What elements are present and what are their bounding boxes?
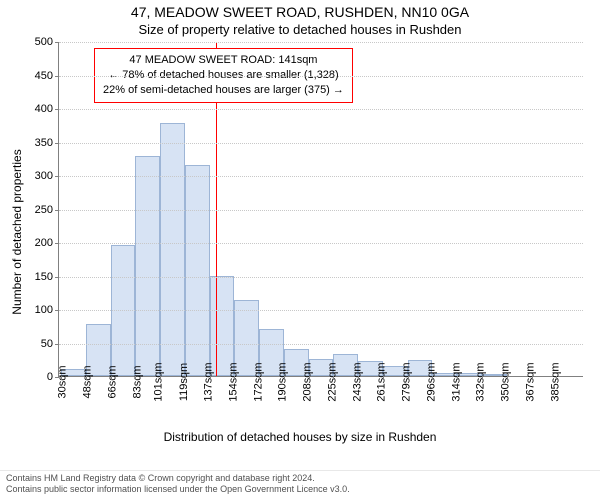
y-tick-mark bbox=[55, 277, 59, 278]
bar bbox=[160, 123, 185, 376]
x-tick-label: 350sqm bbox=[500, 362, 512, 401]
y-tick-mark bbox=[55, 377, 59, 378]
y-tick-label: 350 bbox=[35, 137, 53, 149]
x-tick-mark bbox=[234, 376, 235, 380]
x-tick-mark bbox=[457, 376, 458, 380]
x-tick-mark bbox=[358, 376, 359, 380]
x-tick-mark bbox=[86, 376, 87, 380]
y-tick-mark bbox=[55, 344, 59, 345]
x-tick-label: 101sqm bbox=[153, 362, 165, 401]
x-tick-mark bbox=[185, 376, 186, 380]
attribution-footer: Contains HM Land Registry data © Crown c… bbox=[0, 470, 600, 500]
x-tick-mark bbox=[556, 376, 557, 380]
grid-line bbox=[59, 310, 583, 311]
y-tick-label: 50 bbox=[41, 338, 53, 350]
grid-line bbox=[59, 277, 583, 278]
x-tick-mark bbox=[482, 376, 483, 380]
x-axis-label: Distribution of detached houses by size … bbox=[0, 430, 600, 444]
page-title: 47, MEADOW SWEET ROAD, RUSHDEN, NN10 0GA bbox=[0, 4, 600, 20]
x-tick-label: 296sqm bbox=[425, 362, 437, 401]
x-tick-mark bbox=[309, 376, 310, 380]
x-tick-mark bbox=[160, 376, 161, 380]
y-axis-label: Number of detached properties bbox=[10, 42, 30, 422]
grid-line bbox=[59, 176, 583, 177]
y-tick-label: 400 bbox=[35, 103, 53, 115]
x-tick-label: 137sqm bbox=[202, 362, 214, 401]
x-tick-label: 30sqm bbox=[57, 365, 69, 398]
y-tick-label: 500 bbox=[35, 36, 53, 48]
y-tick-mark bbox=[55, 42, 59, 43]
x-tick-label: 66sqm bbox=[106, 365, 118, 398]
x-tick-mark bbox=[408, 376, 409, 380]
y-tick-label: 450 bbox=[35, 70, 53, 82]
grid-line bbox=[59, 210, 583, 211]
y-tick-mark bbox=[55, 243, 59, 244]
grid-line bbox=[59, 344, 583, 345]
grid-line bbox=[59, 42, 583, 43]
x-tick-mark bbox=[111, 376, 112, 380]
x-tick-mark bbox=[532, 376, 533, 380]
y-tick-label: 0 bbox=[47, 371, 53, 383]
x-tick-mark bbox=[284, 376, 285, 380]
x-tick-mark bbox=[259, 376, 260, 380]
page-subtitle: Size of property relative to detached ho… bbox=[0, 22, 600, 37]
grid-line bbox=[59, 76, 583, 77]
x-tick-mark bbox=[210, 376, 211, 380]
x-tick-mark bbox=[383, 376, 384, 380]
y-tick-mark bbox=[55, 310, 59, 311]
x-tick-label: 385sqm bbox=[549, 362, 561, 401]
y-tick-label: 200 bbox=[35, 237, 53, 249]
x-tick-label: 332sqm bbox=[475, 362, 487, 401]
x-tick-label: 154sqm bbox=[227, 362, 239, 401]
y-tick-label: 250 bbox=[35, 204, 53, 216]
y-tick-mark bbox=[55, 143, 59, 144]
chart-area: Number of detached properties 30sqm48sqm… bbox=[0, 42, 600, 462]
y-tick-mark bbox=[55, 176, 59, 177]
grid-line bbox=[59, 143, 583, 144]
x-tick-label: 119sqm bbox=[178, 363, 190, 401]
x-tick-label: 172sqm bbox=[252, 362, 264, 401]
x-tick-label: 243sqm bbox=[351, 362, 363, 401]
x-tick-label: 367sqm bbox=[524, 362, 536, 401]
grid-line bbox=[59, 109, 583, 110]
x-tick-mark bbox=[333, 376, 334, 380]
x-tick-label: 279sqm bbox=[401, 362, 413, 401]
x-tick-label: 314sqm bbox=[450, 362, 462, 401]
footer-line-2: Contains public sector information licen… bbox=[6, 484, 594, 495]
y-tick-mark bbox=[55, 210, 59, 211]
plot-area: 30sqm48sqm66sqm83sqm101sqm119sqm137sqm15… bbox=[58, 42, 583, 377]
grid-line bbox=[59, 243, 583, 244]
y-tick-label: 300 bbox=[35, 170, 53, 182]
annotation-line: 47 MEADOW SWEET ROAD: 141sqm bbox=[103, 53, 344, 68]
annotation-line: 22% of semi-detached houses are larger (… bbox=[103, 83, 344, 98]
x-tick-mark bbox=[507, 376, 508, 380]
x-tick-label: 208sqm bbox=[301, 362, 313, 401]
bar bbox=[210, 276, 235, 377]
x-tick-mark bbox=[61, 376, 62, 380]
y-tick-mark bbox=[55, 76, 59, 77]
y-tick-mark bbox=[55, 109, 59, 110]
x-tick-mark bbox=[135, 376, 136, 380]
x-tick-label: 225sqm bbox=[326, 362, 338, 401]
x-tick-label: 48sqm bbox=[82, 365, 94, 398]
footer-line-1: Contains HM Land Registry data © Crown c… bbox=[6, 473, 594, 484]
x-tick-label: 83sqm bbox=[131, 365, 143, 398]
y-tick-label: 150 bbox=[35, 271, 53, 283]
x-tick-label: 261sqm bbox=[376, 362, 388, 401]
x-tick-label: 190sqm bbox=[277, 362, 289, 401]
x-tick-mark bbox=[432, 376, 433, 380]
y-tick-label: 100 bbox=[35, 304, 53, 316]
